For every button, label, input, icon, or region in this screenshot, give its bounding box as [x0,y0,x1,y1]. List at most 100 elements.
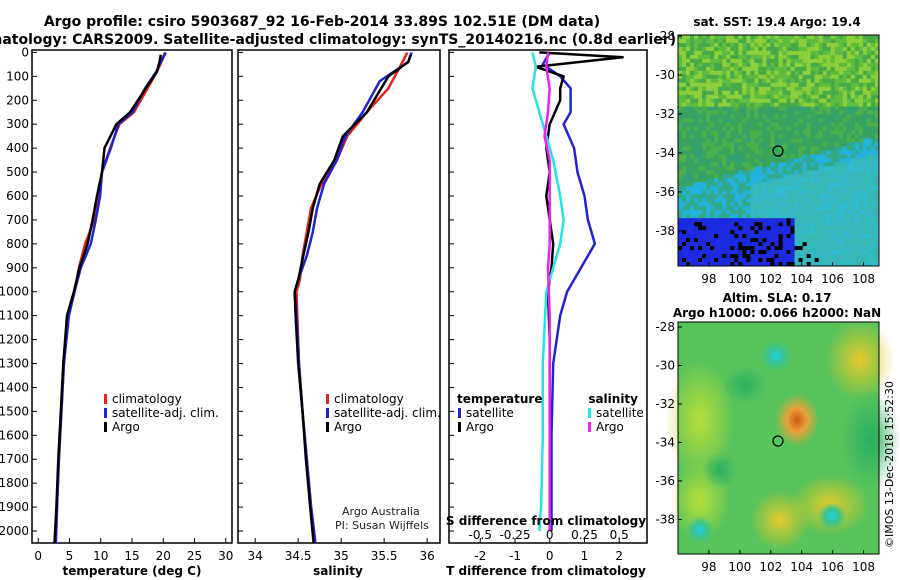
sal-legend-climatology: climatology [334,392,404,406]
depth-tick-label: 200 [6,93,29,107]
salinity-panel: 34 34.5 35 35.5 36 salinity climatology sate… [237,49,441,578]
depth-tick-label: 1800 [0,476,29,490]
x-tick-label: -2 [474,549,486,563]
legend-s-satellite-swatch [588,408,591,418]
map-x-label: 106 [821,272,844,286]
salinity-legend: climatology satellite-adj. clim. Argo [326,392,441,434]
x-tick-label: 34.5 [285,549,312,563]
depth-tick-label: 500 [6,165,29,179]
depth-tick-label: 1200 [0,333,29,347]
map-y-label: -28 [655,320,675,334]
sal-legend-climatology-swatch [326,394,329,404]
depth-tick-label: 900 [6,261,29,275]
argo-credit-line1: Argo Australia [342,505,420,518]
legend-argo: Argo [112,420,140,434]
x-tick-label: 0 [546,549,554,563]
top-tick-label: -0.25 [499,528,530,542]
depth-tick-label: 600 [6,189,29,203]
map-x-label: 102 [759,272,782,286]
salinity-xlabel: salinity [313,564,363,578]
series-temperature-satellite [541,51,597,531]
depth-tick-label: 2000 [0,524,29,538]
series-salinity-satellite [531,52,565,532]
x-tick-label: 5 [66,549,74,563]
sal-legend-satellite-swatch [326,408,329,418]
difference-xlabel-top: S difference from climatology [446,514,646,528]
map-y-label: -38 [655,512,675,526]
sal-legend-argo-swatch [326,422,329,432]
map-x-label: 108 [852,272,875,286]
series-argo [293,54,412,544]
top-tick-label: 0 [546,528,554,542]
x-tick-label: 34 [248,549,263,563]
map-x-label: 102 [759,560,782,574]
map-y-label: -30 [655,358,675,372]
sst-argo-marker [772,145,784,157]
legend-satellite: satellite-adj. clim. [112,406,219,420]
x-tick-label: 0 [34,549,42,563]
difference-panel: -2 -1 0 1 2 T difference from climatology S … [446,49,648,578]
map-x-label: 106 [821,560,844,574]
depth-tick-label: 1900 [0,500,29,514]
legend-s-argo: Argo [596,420,624,434]
depth-tick-label: 1300 [0,357,29,371]
legend-t-satellite-swatch [458,408,461,418]
depth-tick-label: 300 [6,117,29,131]
sla-map-title2: Argo h1000: 0.066 h2000: NaN [673,306,881,320]
x-tick-label: 36 [419,549,434,563]
map-y-label: -36 [655,474,675,488]
legend-temperature-title: temperature [457,392,542,406]
map-x-label: 104 [790,560,813,574]
x-tick-label: 20 [156,549,171,563]
x-tick-label: 35.5 [371,549,398,563]
legend-t-argo: Argo [466,420,494,434]
sst-map: sat. SST: 19.4 Argo: 19.4 98 100 102 104 106… [655,15,880,286]
depth-tick-label: 700 [6,213,29,227]
map-x-label: 98 [701,560,716,574]
depth-tick-label: 400 [6,141,29,155]
depth-tick-label: 1000 [0,285,29,299]
temperature-frame [31,49,233,544]
sla-map: Altim. SLA: 0.17 Argo h1000: 0.066 h2000… [655,291,900,574]
map-x-label: 108 [852,560,875,574]
series-argo [53,54,163,544]
legend-satellite-swatch [104,408,107,418]
map-y-label: -32 [655,397,675,411]
sal-legend-satellite: satellite-adj. clim. [334,406,441,420]
map-x-label: 100 [728,272,751,286]
legend-s-satellite: satellite [596,406,644,420]
map-y-label: -28 [655,29,675,43]
depth-tick-label: 1600 [0,428,29,442]
depth-tick-label: 1500 [0,404,29,418]
map-y-label: -34 [655,146,675,160]
depth-tick-label: 800 [6,237,29,251]
x-tick-label: 25 [187,549,202,563]
sla-argo-marker [772,435,784,447]
map-x-label: 98 [701,272,716,286]
sst-map-border [677,34,880,267]
temperature-legend: climatology satellite-adj. clim. Argo [104,392,219,434]
legend-s-argo-swatch [588,422,591,432]
sal-legend-argo: Argo [334,420,362,434]
depth-tick-label: 1400 [0,380,29,394]
legend-climatology: climatology [112,392,182,406]
argo-credit-line2: PI: Susan Wijffels [335,519,429,532]
map-y-label: -36 [655,185,675,199]
sla-map-title1: Altim. SLA: 0.17 [723,291,832,305]
top-tick-label: 0.5 [610,528,629,542]
series-salinity-argo [543,52,551,531]
difference-legend: temperature salinity satellite Argo sate… [457,392,644,434]
depth-tick-label: 1700 [0,452,29,466]
x-tick-label: 35 [334,549,349,563]
legend-t-argo-swatch [458,422,461,432]
sla-map-border [677,321,880,555]
x-tick-label: 15 [124,549,139,563]
imos-credit: ©IMOS 13-Dec-2018 15:52:30 [883,381,896,548]
top-tick-label: -0.5 [469,528,492,542]
header-line2: Climatology: CARS2009. Satellite-adjuste… [0,32,676,48]
legend-t-satellite: satellite [466,406,514,420]
x-tick-label: 1 [581,549,589,563]
map-y-label: -34 [655,435,675,449]
top-tick-label: 0.25 [571,528,598,542]
